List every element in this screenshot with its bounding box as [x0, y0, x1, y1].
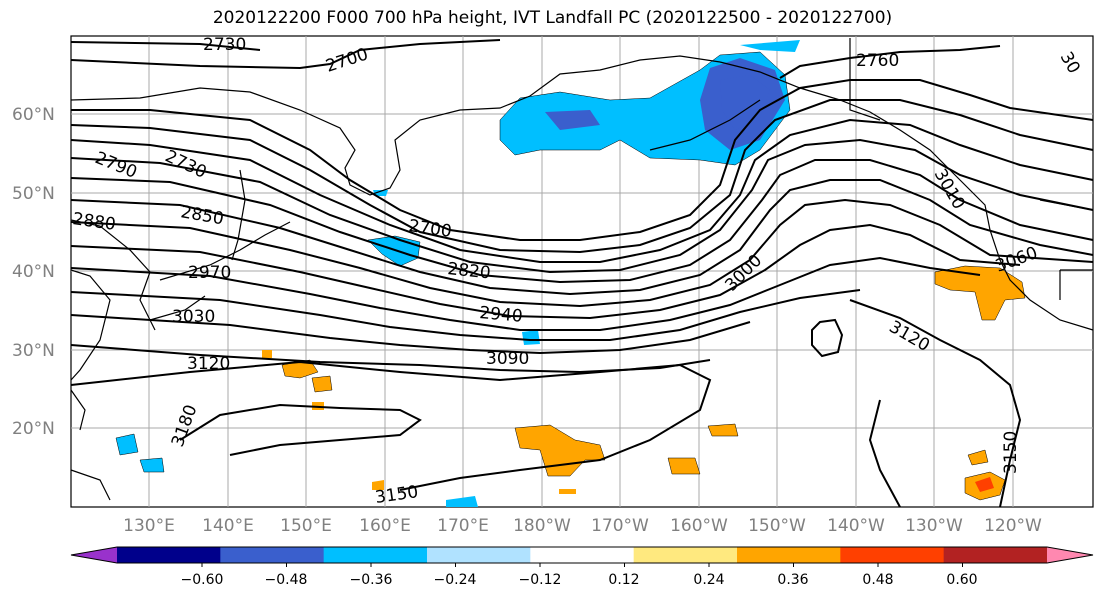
colorbar-swatch [737, 547, 841, 563]
lon-label: 130°W [905, 516, 963, 536]
colorbar-tick-labels: −0.60 −0.48 −0.36 −0.24 −0.12 0.12 0.24 … [181, 572, 978, 588]
ivt-positive-shading [262, 265, 1026, 501]
lat-label: 20°N [12, 419, 55, 439]
lon-label: 170°E [437, 516, 489, 536]
height-contours [70, 39, 1094, 508]
colorbar-tick-label: −0.60 [181, 572, 224, 588]
colorbar-swatch [633, 547, 738, 563]
lat-label: 60°N [12, 105, 55, 125]
colorbar-tick-label: 0.36 [777, 572, 808, 588]
colorbar-tick-label: −0.48 [265, 572, 308, 588]
contour-label: 2820 [446, 259, 491, 283]
contour-label: 3120 [187, 354, 230, 374]
colorbar-tick-label: 0.12 [608, 572, 639, 588]
graticule [71, 36, 1093, 507]
colorbar-tick-label: −0.24 [434, 572, 477, 588]
lon-label: 160°W [670, 516, 728, 536]
lon-label: 130°E [123, 516, 175, 536]
lon-label: 140°E [202, 516, 254, 536]
map-title: 2020122200 F000 700 hPa height, IVT Land… [212, 8, 893, 28]
longitude-labels: 130°E 140°E 150°E 160°E 170°E 180°W 170°… [123, 516, 1042, 536]
colorbar-tick-label: 0.48 [862, 572, 893, 588]
colorbar-extend-high [1047, 547, 1093, 563]
lat-label: 30°N [12, 341, 55, 361]
colorbar-tick-label: −0.36 [350, 572, 393, 588]
lat-label: 50°N [12, 184, 55, 204]
lon-label: 170°W [591, 516, 649, 536]
lon-label: 150°W [748, 516, 806, 536]
colorbar-swatch [943, 547, 1048, 563]
lat-label: 40°N [12, 262, 55, 282]
colorbar-swatch [530, 547, 635, 563]
colorbar-tick-label: 0.60 [946, 572, 977, 588]
colorbar-swatch [220, 547, 325, 563]
contour-label: 3150 [1001, 431, 1021, 474]
contour-label: 3090 [486, 349, 529, 369]
latitude-labels: 60°N 50°N 40°N 30°N 20°N [12, 105, 55, 439]
colorbar-swatch [427, 547, 531, 563]
colorbar-outline [70, 546, 1094, 564]
contour-label: 2940 [479, 303, 524, 327]
contour-label: 2730 [203, 35, 246, 55]
lon-label: 180°W [513, 516, 571, 536]
colorbar-extend-low [71, 547, 117, 563]
contour-label: 3030 [172, 307, 215, 327]
ivt-negative-shading [115, 40, 800, 507]
lon-label: 150°E [280, 516, 332, 536]
colorbar-tick-label: 0.24 [693, 572, 724, 588]
lon-label: 120°W [984, 516, 1042, 536]
coastlines [70, 38, 1094, 501]
colorbar-tick-label: −0.12 [519, 572, 562, 588]
lon-label: 140°W [827, 516, 885, 536]
lon-label: 160°E [359, 516, 411, 536]
colorbar-swatch [323, 547, 428, 563]
contour-label: 2760 [856, 51, 899, 71]
contour-label: 2970 [188, 263, 231, 283]
colorbar-swatch [117, 547, 221, 563]
colorbar-swatch [840, 547, 945, 563]
colorbar [70, 546, 1094, 567]
